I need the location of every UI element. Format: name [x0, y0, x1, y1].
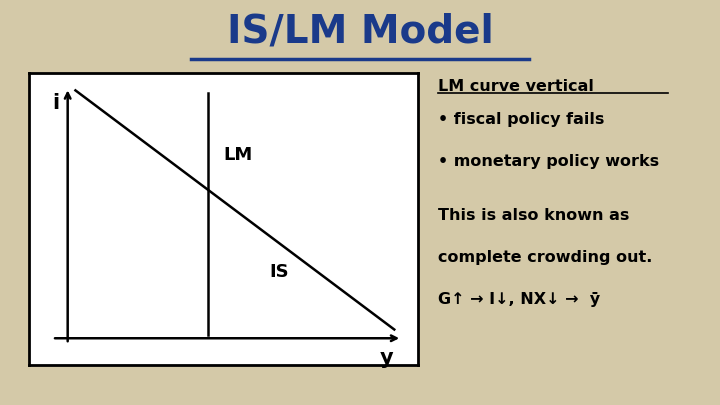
- Text: • fiscal policy fails: • fiscal policy fails: [438, 112, 604, 127]
- Text: LM: LM: [223, 146, 253, 164]
- Text: • monetary policy works: • monetary policy works: [438, 154, 659, 169]
- Text: IS/LM Model: IS/LM Model: [227, 12, 493, 50]
- Text: G↑ → I↓, NX↓ →  ȳ: G↑ → I↓, NX↓ → ȳ: [438, 292, 600, 307]
- Text: LM curve vertical: LM curve vertical: [438, 79, 593, 94]
- Text: This is also known as: This is also known as: [438, 208, 629, 223]
- Text: i: i: [52, 93, 59, 113]
- Text: y: y: [379, 348, 393, 369]
- Text: complete crowding out.: complete crowding out.: [438, 250, 652, 265]
- Text: IS: IS: [270, 263, 289, 281]
